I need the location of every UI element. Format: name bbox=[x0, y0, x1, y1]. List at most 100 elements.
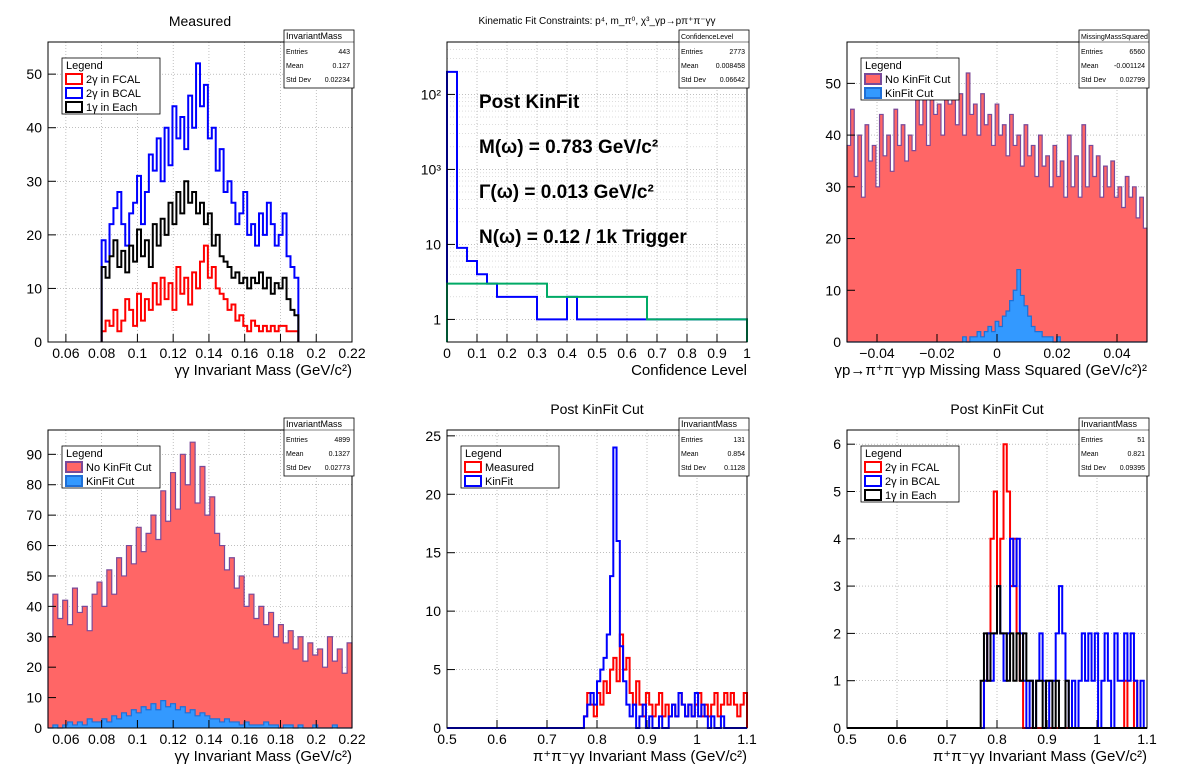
x-axis-label: γγ Invariant Mass (GeV/c²) bbox=[174, 362, 352, 379]
histogram-series-2 bbox=[447, 446, 747, 729]
x-axis-label: π⁺π⁻γγ Invariant Mass (GeV/c²) bbox=[533, 748, 747, 765]
x-tick-label: 1.1 bbox=[737, 731, 757, 747]
x-tick-label: 0.7 bbox=[647, 345, 667, 361]
annotation-text: M(ω) = 0.783 GeV/c² bbox=[479, 137, 658, 158]
y-tick-label: 3 bbox=[833, 578, 841, 594]
stats-row-label: Entries bbox=[286, 437, 308, 444]
x-tick-label: 0.16 bbox=[231, 731, 258, 747]
annotation-text: Post KinFit bbox=[479, 92, 580, 113]
stats-box-frame bbox=[678, 417, 750, 477]
axis-ticks: −0.04 −0.02 0 0.02 0.04 0 10 20 30 40 50 bbox=[825, 75, 1130, 361]
x-tick-label: 0.5 bbox=[437, 731, 457, 747]
y-tick-label: 70 bbox=[26, 507, 42, 523]
legend-title: Legend bbox=[66, 448, 103, 460]
legend-swatch bbox=[464, 475, 482, 487]
chart-title: Post KinFit Cut bbox=[550, 401, 643, 417]
x-tick-label: 0.12 bbox=[160, 345, 187, 361]
stats-box-frame bbox=[283, 417, 355, 477]
x-tick-label: 1.1 bbox=[1137, 731, 1157, 747]
x-tick-label: 0.6 bbox=[617, 345, 637, 361]
y-tick-label: 10 bbox=[425, 603, 441, 619]
x-axis-label: γγ Invariant Mass (GeV/c²) bbox=[174, 748, 352, 765]
histogram-series-2 bbox=[100, 62, 300, 342]
x-tick-label: 0.8 bbox=[987, 731, 1007, 747]
y-tick-label: 10 bbox=[26, 280, 42, 296]
stats-box-frame bbox=[1078, 29, 1150, 89]
legend-swatch bbox=[65, 475, 83, 487]
stats-row-value: 0.854 bbox=[727, 451, 745, 458]
x-axis-label: Confidence Level bbox=[631, 362, 747, 379]
stats-row-value: 0.02773 bbox=[325, 465, 350, 472]
legend-entry: No KinFit Cut bbox=[885, 74, 950, 86]
y-tick-label: 90 bbox=[26, 446, 42, 462]
x-tick-label: 0.7 bbox=[937, 731, 957, 747]
stats-box: MissingMassSquared Entries 6560 Mean -0.0011… bbox=[1078, 29, 1150, 89]
axis-ticks: 0.5 0.6 0.7 0.8 0.9 1 1.1 0 5 10 15 20 25 bbox=[425, 428, 757, 747]
x-tick-label: 0.2 bbox=[307, 345, 327, 361]
stats-row-value: 131 bbox=[733, 437, 745, 444]
y-tick-label: 0 bbox=[34, 334, 42, 350]
stats-row-value: 51 bbox=[1137, 437, 1145, 444]
x-tick-label: −0.04 bbox=[859, 345, 895, 361]
y-tick-label: 5 bbox=[833, 483, 841, 499]
annotations: Post KinFit M(ω) = 0.783 GeV/c² Γ(ω) = 0.0… bbox=[479, 92, 687, 248]
x-tick-label: 0.4 bbox=[557, 345, 577, 361]
legend-entry: Measured bbox=[485, 462, 534, 474]
x-tick-label: 1 bbox=[693, 731, 701, 747]
x-tick-label: 0.06 bbox=[52, 731, 79, 747]
legend-swatch bbox=[864, 87, 882, 99]
stats-box: InvariantMass Entries 4899 Mean 0.1327 Std De… bbox=[283, 417, 355, 477]
legend-entry: 1γ in Each bbox=[86, 102, 137, 114]
histogram-series-1 bbox=[100, 244, 300, 342]
grid bbox=[446, 41, 748, 342]
chart-panel-3: −0.04 −0.02 0 0.02 0.04 0 10 20 30 40 50 γp→π⁺π⁻γγp… bbox=[825, 29, 1150, 379]
legend-title: Legend bbox=[865, 60, 902, 72]
legend: Legend 2γ in FCAL 2γ in BCAL 1γ in Each bbox=[61, 57, 161, 115]
y-tick-label: 25 bbox=[425, 428, 441, 444]
axis-ticks: 0 0.1 0.2 0.3 0.4 0.5 0.6 0.7 0.8 0.9 1 1 10 10³ 10² bbox=[421, 86, 751, 361]
y-tick-label: 0 bbox=[833, 720, 841, 736]
x-tick-label: 0.02 bbox=[1043, 345, 1070, 361]
y-tick-label: 4 bbox=[833, 531, 841, 547]
plot-frame bbox=[47, 41, 353, 343]
y-tick-label: 50 bbox=[26, 66, 42, 82]
y-tick-label: 2 bbox=[833, 625, 841, 641]
stats-row-label: Mean bbox=[286, 63, 304, 70]
legend-swatch bbox=[65, 101, 83, 113]
x-axis-label: γp→π⁺π⁻γγp Missing Mass Squared (GeV/c²)… bbox=[835, 362, 1147, 379]
y-tick-label: 10 bbox=[425, 236, 441, 252]
x-tick-label: 0.08 bbox=[88, 731, 115, 747]
stats-box: InvariantMass Entries 443 Mean 0.127 Std Dev 0… bbox=[283, 29, 355, 89]
x-tick-label: 0.06 bbox=[52, 345, 79, 361]
chart-panel-2: 0 0.1 0.2 0.3 0.4 0.5 0.6 0.7 0.8 0.9 1 1 10 10³ 10² Co… bbox=[421, 16, 751, 379]
stats-box-title: InvariantMass bbox=[681, 419, 738, 429]
y-tick-label: 40 bbox=[26, 598, 42, 614]
chart-title: Kinematic Fit Constraints: p⁴, m_π⁰, χ³_… bbox=[478, 16, 715, 27]
x-tick-label: 0.5 bbox=[837, 731, 857, 747]
chart-panel-1: 0.06 0.08 0.1 0.12 0.14 0.16 0.18 0.2 0.22 0 10 20 3… bbox=[26, 13, 365, 379]
stats-row-label: Std Dev bbox=[286, 77, 311, 84]
legend-swatch bbox=[864, 475, 882, 487]
legend-entry: 2γ in BCAL bbox=[86, 88, 141, 100]
histogram-series-2 bbox=[48, 700, 352, 729]
legend-title: Legend bbox=[66, 60, 103, 72]
chart-panel-6: 0.5 0.6 0.7 0.8 0.9 1 1.1 0 1 2 3 4 5 6 π⁺π⁻γγ Invaria… bbox=[833, 401, 1157, 765]
y-tick-label: 30 bbox=[26, 629, 42, 645]
series-group bbox=[446, 70, 748, 342]
axis-ticks: 0.06 0.08 0.1 0.12 0.14 0.16 0.18 0.2 0.22 0 10 20 3… bbox=[26, 66, 365, 361]
axis-ticks: 0.06 0.08 0.1 0.12 0.14 0.16 0.18 0.2 0.22 0 10 20 3… bbox=[26, 446, 365, 747]
legend-entry: 1γ in Each bbox=[885, 490, 936, 502]
y-tick-label: 20 bbox=[26, 227, 42, 243]
stats-row-value: 0.1327 bbox=[329, 451, 351, 458]
stats-box-title: InvariantMass bbox=[286, 419, 343, 429]
stats-box-title: InvariantMass bbox=[1081, 419, 1138, 429]
legend-swatch bbox=[65, 73, 83, 85]
x-tick-label: 0.1 bbox=[128, 345, 148, 361]
annotation-text: N(ω) = 0.12 / 1k Trigger bbox=[479, 227, 687, 248]
stats-row-label: Entries bbox=[1081, 49, 1103, 56]
x-tick-label: 0.22 bbox=[338, 345, 365, 361]
stats-row-label: Mean bbox=[681, 63, 699, 70]
histogram-series-2 bbox=[446, 282, 748, 342]
stats-row-value: 0.09395 bbox=[1120, 465, 1145, 472]
x-tick-label: 0.14 bbox=[195, 731, 222, 747]
